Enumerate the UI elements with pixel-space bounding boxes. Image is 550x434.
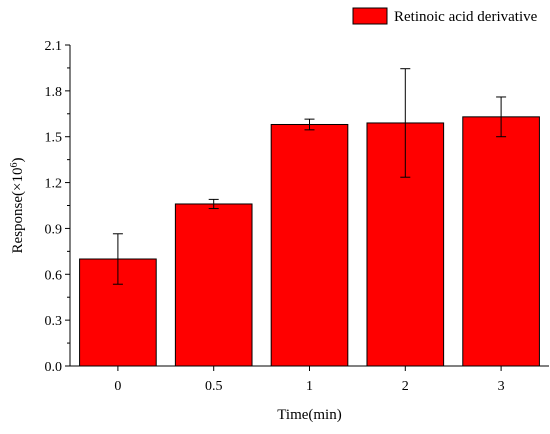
error-bars-layer [112,68,507,285]
y-axis-label-close: ) [10,158,26,163]
x-tick-label: 3 [498,379,505,394]
x-axis-label: Time(min) [277,407,341,423]
legend: Retinoic acid derivative [352,7,538,25]
bar [270,123,349,367]
y-axis-label-main: Response(×10 [10,168,26,254]
y-ticks: 0.0 0.3 0.6 0.9 1.2 1.5 1.8 2.1 [45,39,70,375]
x-tick-label: 1 [306,379,313,394]
y-tick-label: 1.8 [45,85,63,100]
x-ticks: 0 0.5 1 2 3 [114,366,505,394]
y-axis-label-exponent: 6 [9,163,20,168]
x-tick-label: 0.5 [205,379,223,394]
y-tick-label: 1.2 [45,177,63,192]
bars-layer [79,116,540,367]
y-tick-label: 0.3 [45,314,63,329]
y-tick-label: 1.5 [45,131,63,146]
x-tick-label: 2 [402,379,409,394]
legend-swatch [352,7,388,25]
y-tick-label: 0.6 [45,268,63,283]
x-tick-label: 0 [114,379,121,394]
legend-label: Retinoic acid derivative [394,9,538,25]
bar [462,116,540,367]
y-tick-label: 0.9 [45,222,63,237]
y-axis-label: Response(×106) [9,158,27,254]
y-tick-label: 2.1 [45,39,63,54]
bar [174,203,253,367]
y-tick-label: 0.0 [45,360,63,375]
